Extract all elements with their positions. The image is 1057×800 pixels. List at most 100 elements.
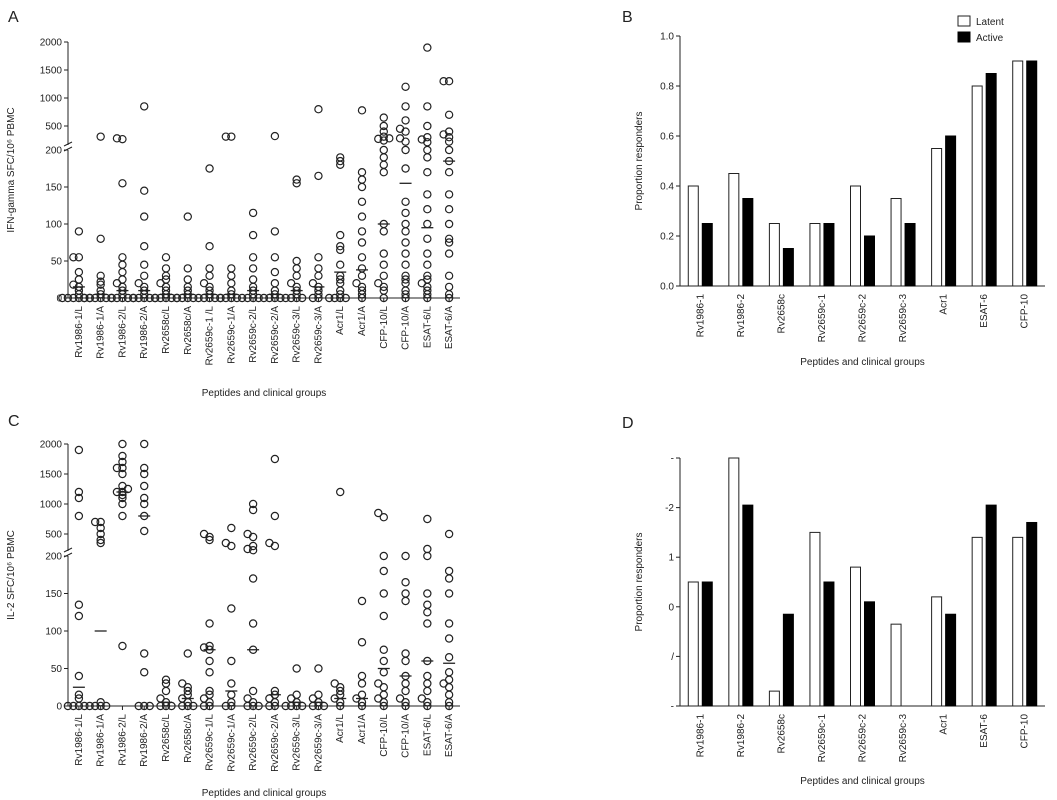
data-point (270, 511, 280, 521)
data-point (374, 134, 383, 144)
data-point (401, 578, 410, 587)
y-tick-label: 0.2 (660, 232, 674, 243)
data-point (96, 517, 105, 527)
data-point (140, 499, 149, 509)
data-point (357, 167, 367, 177)
x-tick-label: Rv1986-2/A (139, 714, 150, 767)
legend-swatch-active (957, 31, 971, 43)
y-tick-label: - (671, 454, 674, 465)
data-point (161, 675, 171, 684)
data-point (74, 600, 84, 609)
x-tick-label: CFP-10 (1020, 714, 1031, 749)
data-point (336, 686, 345, 696)
data-point (357, 264, 367, 273)
y-tick-label: 0.6 (660, 132, 674, 143)
data-point (74, 253, 84, 262)
x-tick-label: Rv1986-1 (695, 714, 706, 758)
x-tick-label: Rv2658c (776, 294, 787, 333)
data-point (401, 551, 410, 561)
y-tick-label: 1 (668, 553, 674, 564)
x-tick-label: Rv1986-1/L (74, 714, 85, 766)
data-point (140, 481, 149, 491)
data-point (254, 701, 263, 711)
x-tick-label: Acr1 (939, 714, 950, 735)
data-point (444, 145, 454, 155)
x-axis-title: Peptides and clinical groups (800, 776, 925, 787)
data-point (161, 253, 171, 262)
data-point (423, 551, 432, 561)
data-point (314, 104, 323, 114)
x-axis-title: Peptides and clinical groups (202, 388, 327, 399)
data-point (423, 204, 432, 214)
data-point (423, 544, 432, 554)
data-point (444, 234, 454, 243)
data-point (423, 219, 432, 229)
bar-active (742, 198, 754, 287)
data-point (292, 271, 301, 280)
bar-active (1026, 60, 1038, 287)
bar-active (823, 581, 835, 707)
data-point (140, 493, 149, 503)
data-point (156, 694, 165, 703)
y-tick-label: 0.0 (660, 282, 674, 293)
data-point (227, 701, 236, 711)
panel-letter-b: B (622, 9, 633, 26)
data-point (205, 690, 214, 699)
x-tick-label: Rv2659c-1/A (226, 714, 237, 772)
data-point (96, 271, 105, 280)
data-point (336, 241, 345, 251)
x-tick-label: Acr1 (939, 294, 950, 315)
legend-label-active: Active (976, 33, 1004, 44)
data-point (357, 271, 367, 280)
data-point (74, 445, 84, 455)
data-point (248, 253, 258, 262)
x-tick-label: Rv2659c-2 (858, 294, 869, 343)
data-point (248, 264, 258, 273)
data-point (336, 290, 345, 299)
legend-swatch-latent (957, 15, 971, 27)
data-point (248, 230, 258, 240)
data-point (444, 634, 454, 643)
data-point (183, 701, 192, 711)
data-point (379, 656, 388, 666)
bar-active (1026, 521, 1038, 707)
data-point (286, 279, 296, 288)
data-point (401, 290, 410, 299)
data-point (96, 523, 105, 533)
data-point (243, 529, 252, 539)
data-point (357, 227, 367, 236)
data-point (63, 701, 73, 711)
data-point (401, 208, 410, 218)
data-point (227, 604, 236, 613)
data-point (379, 645, 388, 654)
x-tick-label: Rv1986-2/L (117, 714, 128, 766)
data-point (140, 102, 149, 111)
data-point (357, 106, 367, 115)
data-point (281, 701, 290, 711)
data-point (357, 238, 367, 247)
data-point (129, 293, 138, 303)
y-tick-label: -2 (665, 503, 674, 514)
bar-active (782, 248, 794, 287)
data-point (58, 293, 67, 303)
x-tick-label: Rv2659c-1/L (205, 714, 216, 771)
data-point (423, 679, 432, 688)
data-point (439, 679, 448, 688)
data-point (74, 227, 84, 236)
data-point (161, 686, 171, 696)
data-point (270, 701, 280, 711)
data-point (374, 508, 383, 518)
bar-latent (890, 198, 902, 287)
data-point (379, 167, 388, 177)
data-point (74, 487, 84, 497)
data-point (401, 227, 410, 236)
data-point (205, 701, 214, 711)
data-point (227, 271, 236, 280)
x-tick-label: CFP-10/A (401, 306, 412, 350)
data-point (423, 167, 432, 177)
data-point (444, 653, 454, 662)
data-point (118, 451, 127, 461)
data-point (401, 116, 410, 125)
data-point (227, 264, 236, 273)
data-point (379, 513, 388, 522)
